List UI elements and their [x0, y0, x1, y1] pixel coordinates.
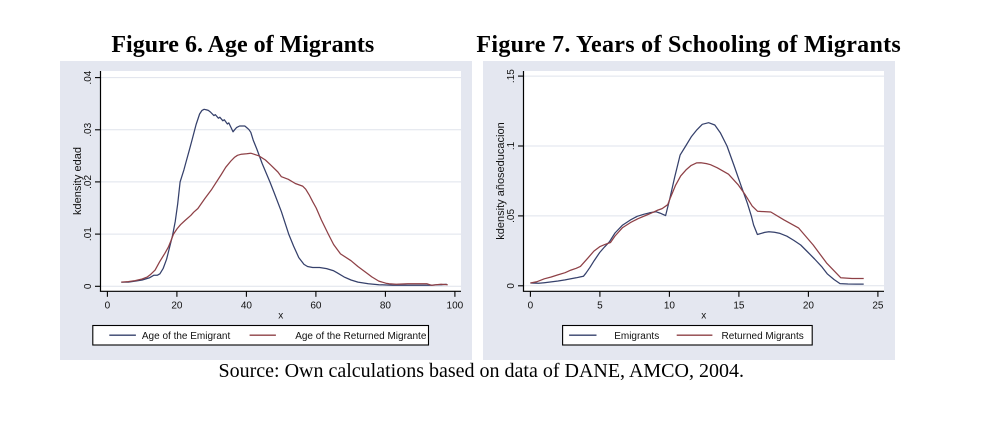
- svg-text:20: 20: [171, 301, 183, 312]
- svg-text:10: 10: [664, 301, 676, 312]
- svg-text:0: 0: [528, 301, 534, 312]
- svg-text:.04: .04: [83, 70, 94, 84]
- svg-text:.02: .02: [83, 175, 94, 189]
- svg-text:kdensity edad: kdensity edad: [72, 147, 84, 215]
- svg-text:0: 0: [105, 301, 111, 312]
- svg-text:.01: .01: [83, 227, 94, 241]
- svg-text:0: 0: [506, 283, 517, 289]
- svg-text:Returned Migrants: Returned Migrants: [722, 331, 804, 342]
- svg-text:60: 60: [310, 301, 322, 312]
- svg-text:40: 40: [241, 301, 253, 312]
- svg-text:25: 25: [872, 301, 884, 312]
- svg-text:80: 80: [380, 301, 392, 312]
- svg-text:15: 15: [733, 301, 745, 312]
- svg-text:.1: .1: [506, 141, 517, 150]
- svg-text:.05: .05: [506, 209, 517, 223]
- svg-text:.03: .03: [83, 122, 94, 136]
- svg-text:5: 5: [597, 301, 603, 312]
- svg-text:x: x: [278, 311, 283, 322]
- svg-text:0: 0: [83, 283, 94, 289]
- svg-text:kdensity añoseducacion: kdensity añoseducacion: [495, 122, 507, 239]
- svg-text:.15: .15: [506, 69, 517, 83]
- svg-text:Age of the Emigrant: Age of the Emigrant: [142, 331, 231, 342]
- svg-text:x: x: [701, 311, 706, 322]
- svg-text:20: 20: [803, 301, 815, 312]
- svg-text:100: 100: [447, 301, 464, 312]
- svg-text:Age of the Returned Migrante: Age of the Returned Migrante: [295, 331, 427, 342]
- svg-text:Emigrants: Emigrants: [614, 331, 659, 342]
